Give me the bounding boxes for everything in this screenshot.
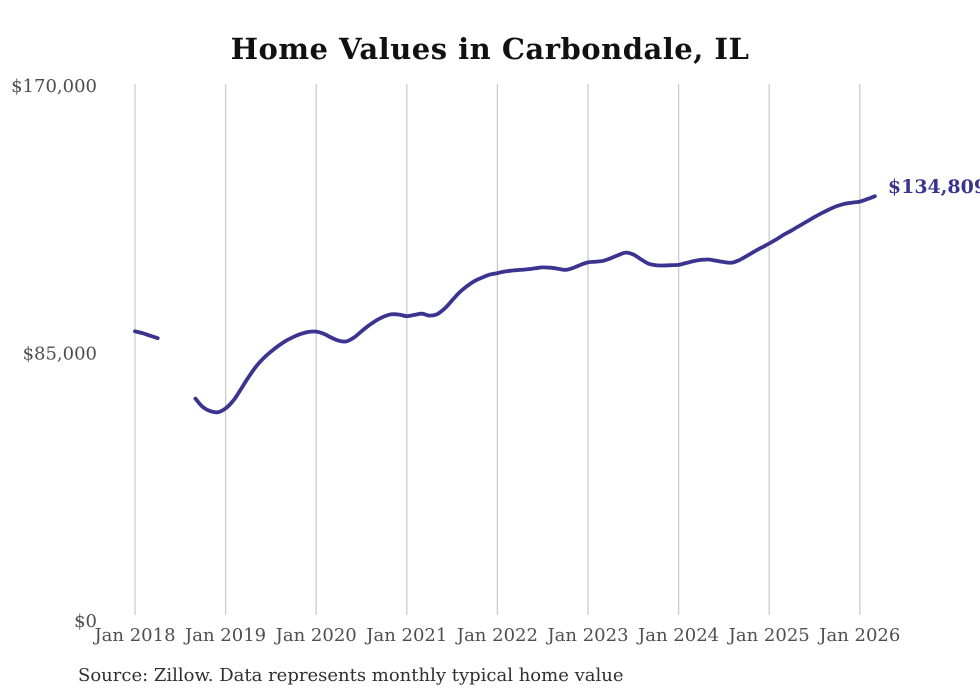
x-tick-label: Jan 2021 [364,625,447,646]
home-value-line [193,194,877,415]
source-note: Source: Zillow. Data represents monthly … [78,665,624,686]
y-tick-label: $0 [74,611,97,632]
x-tick-label: Jan 2019 [183,625,266,646]
x-tick-label: Jan 2023 [545,625,628,646]
latest-value-label: $134,809 [887,176,980,199]
x-tick-label: Jan 2018 [92,625,175,646]
y-tick-label: $170,000 [11,76,97,97]
chart-title: Home Values in Carbondale, IL [230,32,750,66]
x-tick-label: Jan 2022 [455,625,538,646]
home-value-line [133,329,160,341]
x-tick-label: Jan 2020 [274,625,357,646]
y-tick-label: $85,000 [23,344,97,365]
x-tick-label: Jan 2024 [636,625,719,646]
x-tick-label: Jan 2025 [727,625,810,646]
x-tick-label: Jan 2026 [817,625,900,646]
